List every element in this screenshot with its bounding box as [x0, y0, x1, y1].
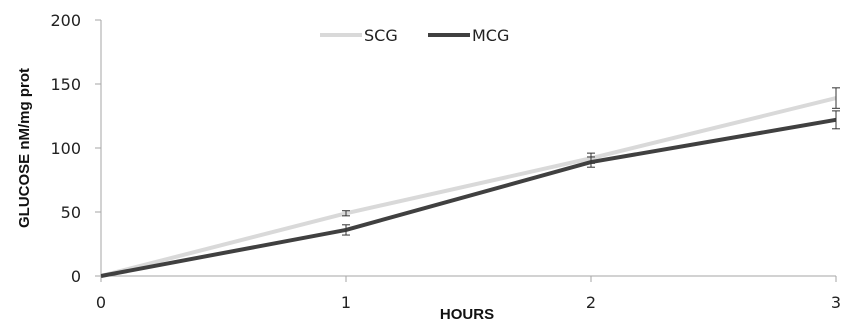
- x-tick-label: 3: [831, 293, 841, 312]
- error-bar-mcg: [342, 224, 350, 236]
- y-tick-label: 100: [50, 139, 81, 158]
- y-axis-title: GLUCOSE nM/mg prot: [16, 68, 33, 228]
- legend: SCG MCG: [320, 26, 509, 45]
- series-layer: [100, 87, 840, 278]
- y-tick-label: 0: [71, 267, 81, 286]
- error-bar-scg: [342, 210, 350, 217]
- x-tick-label: 0: [96, 293, 106, 312]
- error-bar-scg: [832, 87, 840, 109]
- series-mcg: [100, 110, 840, 278]
- y-tick-label: 200: [50, 11, 81, 30]
- series-line-scg: [100, 96, 837, 278]
- series-scg: [100, 87, 840, 278]
- x-axis-title: HOURS: [440, 306, 494, 323]
- axes: 0 50 100 150 200 0 1 2 3: [50, 11, 841, 312]
- error-bar-mcg: [587, 156, 595, 168]
- x-axis-ticks: 0 1 2 3: [96, 276, 841, 312]
- y-tick-label: 50: [61, 203, 81, 222]
- y-tick-label: 150: [50, 75, 81, 94]
- y-axis-ticks: 0 50 100 150 200: [50, 11, 101, 286]
- series-line-mcg: [100, 117, 837, 278]
- legend-label-mcg: MCG: [472, 26, 509, 45]
- error-bar-mcg: [832, 110, 840, 130]
- x-tick-label: 2: [586, 293, 596, 312]
- x-tick-label: 1: [341, 293, 351, 312]
- legend-label-scg: SCG: [364, 26, 398, 45]
